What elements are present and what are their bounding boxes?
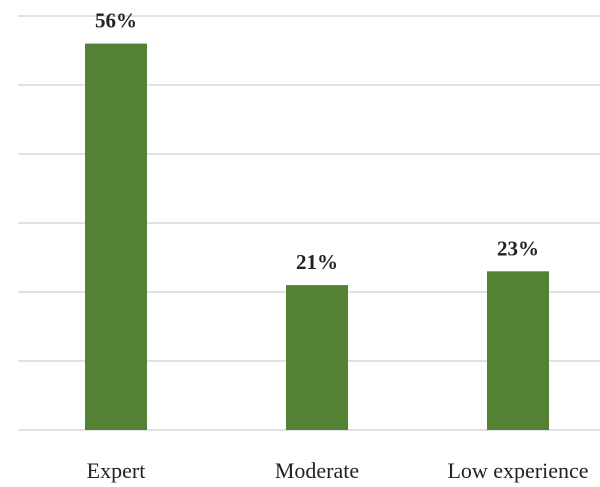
category-label-moderate: Moderate — [275, 458, 359, 483]
bar-low-experience — [487, 271, 549, 430]
category-labels: Expert Moderate Low experience — [87, 458, 589, 483]
bar-expert — [85, 43, 147, 430]
category-label-low-experience: Low experience — [447, 458, 588, 483]
bar-moderate — [286, 285, 348, 430]
bars — [85, 43, 549, 430]
data-label-expert: 56% — [95, 9, 137, 33]
category-label-expert: Expert — [87, 458, 146, 483]
data-labels: 56% 21% 23% — [95, 9, 539, 275]
data-label-low-experience: 23% — [497, 236, 539, 260]
data-label-moderate: 21% — [296, 250, 338, 274]
